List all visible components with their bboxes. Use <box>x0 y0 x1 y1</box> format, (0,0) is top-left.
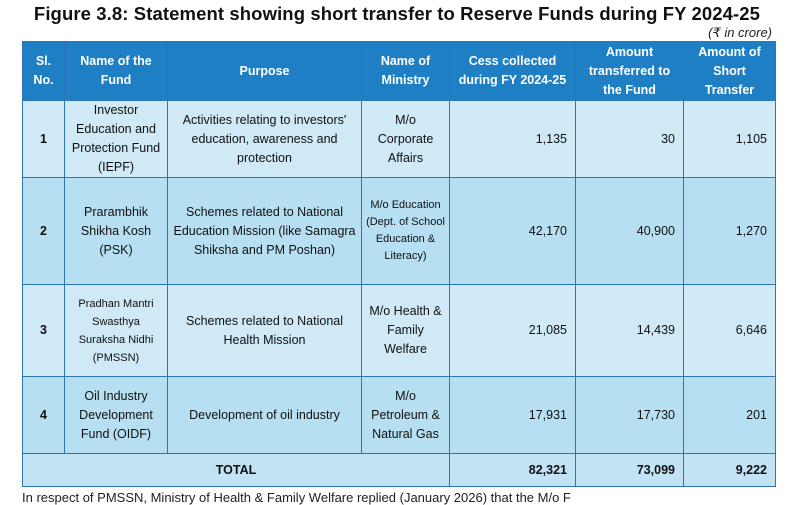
cell-fund-name: Investor Education and Protection Fund (… <box>64 100 168 178</box>
cell-cess-collected: 42,170 <box>449 177 576 285</box>
total-cess-collected: 82,321 <box>449 453 576 487</box>
cell-sl-no: 4 <box>22 376 65 454</box>
cell-ministry: M/o Corporate Affairs <box>361 100 450 178</box>
header-sl-no: Sl. No. <box>22 41 65 101</box>
total-amount-transferred: 73,099 <box>575 453 684 487</box>
cell-purpose: Activities relating to investors' educat… <box>167 100 362 178</box>
cell-short-transfer: 201 <box>683 376 776 454</box>
unit-note: (₹ in crore) <box>708 25 772 40</box>
header-fund-name: Name of the Fund <box>64 41 168 101</box>
cell-purpose: Schemes related to National Education Mi… <box>167 177 362 285</box>
cell-purpose: Schemes related to National Health Missi… <box>167 284 362 377</box>
cell-amount-transferred: 40,900 <box>575 177 684 285</box>
cell-amount-transferred: 30 <box>575 100 684 178</box>
footnote-text: In respect of PMSSN, Ministry of Health … <box>22 490 571 505</box>
header-amount-transferred: Amount transferred to the Fund <box>575 41 684 101</box>
table-row: 2 Prarambhik Shikha Kosh (PSK) Schemes r… <box>22 177 776 285</box>
cell-purpose: Development of oil industry <box>167 376 362 454</box>
header-short-transfer: Amount of Short Transfer <box>683 41 776 101</box>
reserve-funds-table: Sl. No. Name of the Fund Purpose Name of… <box>22 41 776 487</box>
cell-ministry: M/o Education (Dept. of School Education… <box>361 177 450 285</box>
cell-cess-collected: 1,135 <box>449 100 576 178</box>
cell-cess-collected: 21,085 <box>449 284 576 377</box>
table-row: 3 Pradhan Mantri Swasthya Suraksha Nidhi… <box>22 284 776 377</box>
cell-sl-no: 2 <box>22 177 65 285</box>
cell-fund-name: Oil Industry Development Fund (OIDF) <box>64 376 168 454</box>
cell-ministry: M/o Petroleum & Natural Gas <box>361 376 450 454</box>
cell-sl-no: 3 <box>22 284 65 377</box>
cell-sl-no: 1 <box>22 100 65 178</box>
total-label: TOTAL <box>22 453 450 487</box>
table-header-row: Sl. No. Name of the Fund Purpose Name of… <box>22 41 776 101</box>
header-ministry: Name of Ministry <box>361 41 450 101</box>
cell-short-transfer: 6,646 <box>683 284 776 377</box>
cell-amount-transferred: 14,439 <box>575 284 684 377</box>
cell-amount-transferred: 17,730 <box>575 376 684 454</box>
table-row: 1 Investor Education and Protection Fund… <box>22 100 776 178</box>
table-row: 4 Oil Industry Development Fund (OIDF) D… <box>22 376 776 454</box>
figure-title: Figure 3.8: Statement showing short tran… <box>33 3 761 24</box>
cell-short-transfer: 1,270 <box>683 177 776 285</box>
cell-short-transfer: 1,105 <box>683 100 776 178</box>
cell-fund-name: Prarambhik Shikha Kosh (PSK) <box>64 177 168 285</box>
cell-ministry: M/o Health & Family Welfare <box>361 284 450 377</box>
header-cess-collected: Cess collected during FY 2024-25 <box>449 41 576 101</box>
cell-cess-collected: 17,931 <box>449 376 576 454</box>
cell-fund-name: Pradhan Mantri Swasthya Suraksha Nidhi (… <box>64 284 168 377</box>
table-total-row: TOTAL 82,321 73,099 9,222 <box>22 453 776 487</box>
total-short-transfer: 9,222 <box>683 453 776 487</box>
header-purpose: Purpose <box>167 41 362 101</box>
